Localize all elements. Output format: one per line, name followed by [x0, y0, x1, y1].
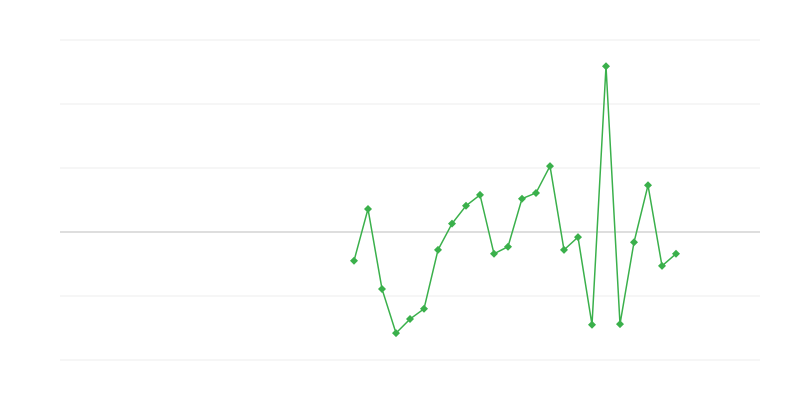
point — [630, 238, 638, 247]
point — [378, 284, 386, 293]
point — [532, 188, 540, 197]
point — [518, 194, 526, 203]
point — [658, 261, 666, 270]
point — [476, 190, 484, 199]
point — [406, 315, 414, 324]
point — [420, 304, 428, 313]
point — [560, 245, 568, 254]
point — [602, 62, 610, 71]
point — [504, 242, 512, 251]
point — [588, 320, 596, 329]
point — [434, 245, 442, 254]
line — [353, 66, 677, 335]
point — [574, 233, 582, 242]
point — [392, 329, 400, 338]
point — [616, 320, 624, 329]
point — [350, 256, 358, 265]
point — [644, 181, 652, 190]
point — [672, 249, 680, 258]
point — [462, 201, 470, 210]
point — [490, 249, 498, 258]
point — [546, 162, 554, 171]
point — [364, 204, 372, 213]
point — [448, 219, 456, 228]
